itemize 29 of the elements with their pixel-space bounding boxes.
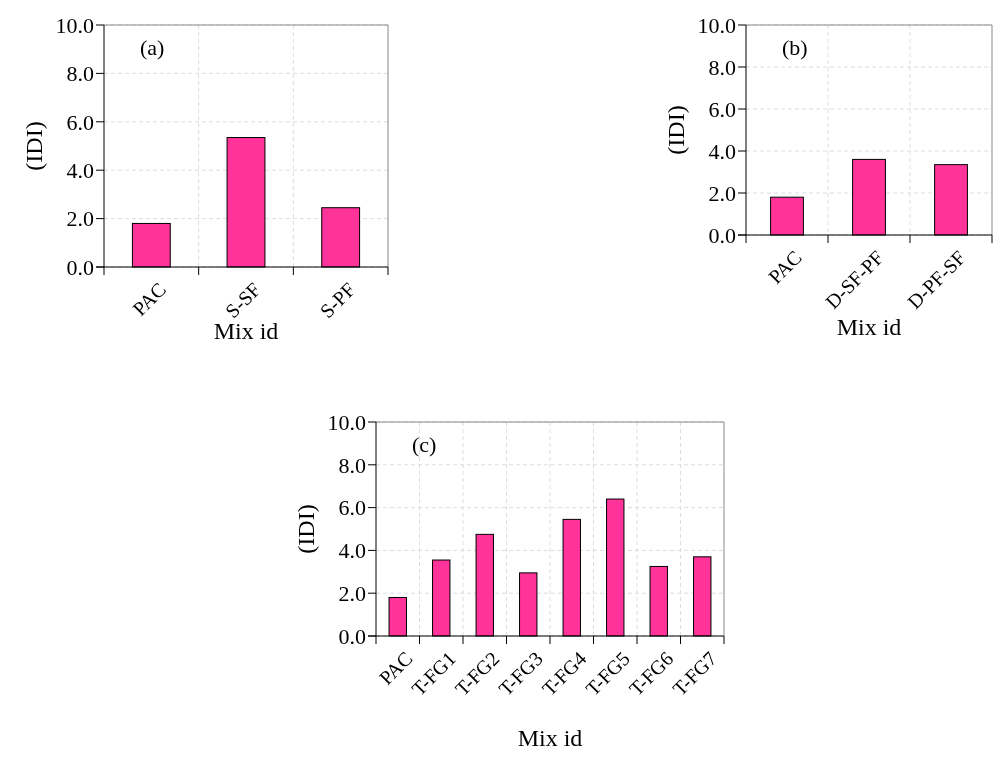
y-tick-label: 4.0 [66, 157, 94, 183]
annotation: (b) [782, 35, 808, 60]
y-tick-label: 10.0 [327, 409, 366, 435]
y-axis-title: (IDI) [293, 504, 319, 554]
y-tick-label: 0.0 [66, 254, 94, 280]
annotation: (c) [412, 432, 437, 457]
y-tick-label: 4.0 [338, 538, 366, 564]
x-axis-title: Mix id [517, 725, 583, 751]
x-tick-label: PAC [128, 278, 171, 320]
y-tick-label: 8.0 [66, 61, 94, 87]
y-tick-label: 0.0 [338, 623, 366, 649]
y-tick-label: 10.0 [55, 12, 94, 38]
y-tick-label: 0.0 [708, 222, 736, 248]
y-tick-label: 6.0 [338, 495, 366, 521]
x-axis-title: Mix id [836, 314, 902, 340]
y-tick-label: 8.0 [338, 452, 366, 478]
y-tick-label: 2.0 [708, 180, 736, 206]
x-axis-title: Mix id [213, 318, 279, 344]
annotation: (a) [140, 35, 165, 60]
y-tick-label: 6.0 [66, 109, 94, 135]
x-tick-label: PAC [763, 246, 806, 288]
y-tick-label: 10.0 [697, 12, 736, 38]
y-axis-title: (IDI) [21, 121, 47, 171]
y-tick-label: 8.0 [708, 54, 736, 80]
y-axis-title: (IDI) [663, 105, 689, 155]
y-tick-label: 2.0 [66, 206, 94, 232]
y-tick-label: 2.0 [338, 580, 366, 606]
y-tick-label: 6.0 [708, 96, 736, 122]
y-tick-label: 4.0 [708, 138, 736, 164]
